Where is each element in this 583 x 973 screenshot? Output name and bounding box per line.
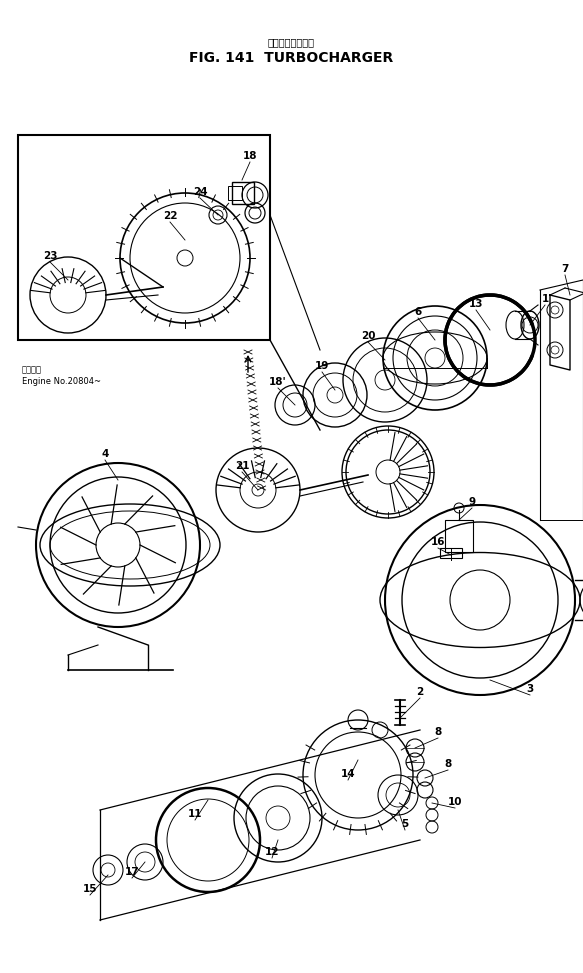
Bar xyxy=(18,135,270,340)
Text: 18': 18' xyxy=(269,377,287,387)
Text: 20: 20 xyxy=(361,331,375,341)
Text: 8: 8 xyxy=(434,727,442,737)
Text: 10: 10 xyxy=(448,797,462,807)
Text: 5: 5 xyxy=(401,819,409,829)
Text: 23: 23 xyxy=(43,251,57,261)
Text: 11: 11 xyxy=(188,809,202,819)
Text: 18: 18 xyxy=(243,151,257,161)
Text: ターボチャージャ: ターボチャージャ xyxy=(268,37,315,47)
Text: 4: 4 xyxy=(101,449,108,459)
Text: 3: 3 xyxy=(526,684,533,694)
Text: 16: 16 xyxy=(431,537,445,547)
Text: 22: 22 xyxy=(163,211,177,221)
Text: 17: 17 xyxy=(125,867,139,877)
Text: 21: 21 xyxy=(235,461,250,471)
Text: FIG. 141  TURBOCHARGER: FIG. 141 TURBOCHARGER xyxy=(189,51,394,65)
Bar xyxy=(440,548,462,558)
Text: 適用号機: 適用号機 xyxy=(22,366,42,375)
Text: 9: 9 xyxy=(468,497,476,507)
Text: 24: 24 xyxy=(193,187,208,197)
Bar xyxy=(232,182,254,204)
Text: 2: 2 xyxy=(416,687,424,697)
Text: 14: 14 xyxy=(340,769,355,779)
Text: 15: 15 xyxy=(83,884,97,894)
Text: 1: 1 xyxy=(542,294,549,304)
Text: 8: 8 xyxy=(444,759,452,769)
Text: Engine No.20804~: Engine No.20804~ xyxy=(22,378,101,386)
Bar xyxy=(228,186,242,200)
Bar xyxy=(445,520,473,552)
Text: 13: 13 xyxy=(469,299,483,309)
Text: 6: 6 xyxy=(415,307,422,317)
Text: 7: 7 xyxy=(561,264,568,274)
Text: 19: 19 xyxy=(315,361,329,371)
Text: 12: 12 xyxy=(265,847,279,857)
